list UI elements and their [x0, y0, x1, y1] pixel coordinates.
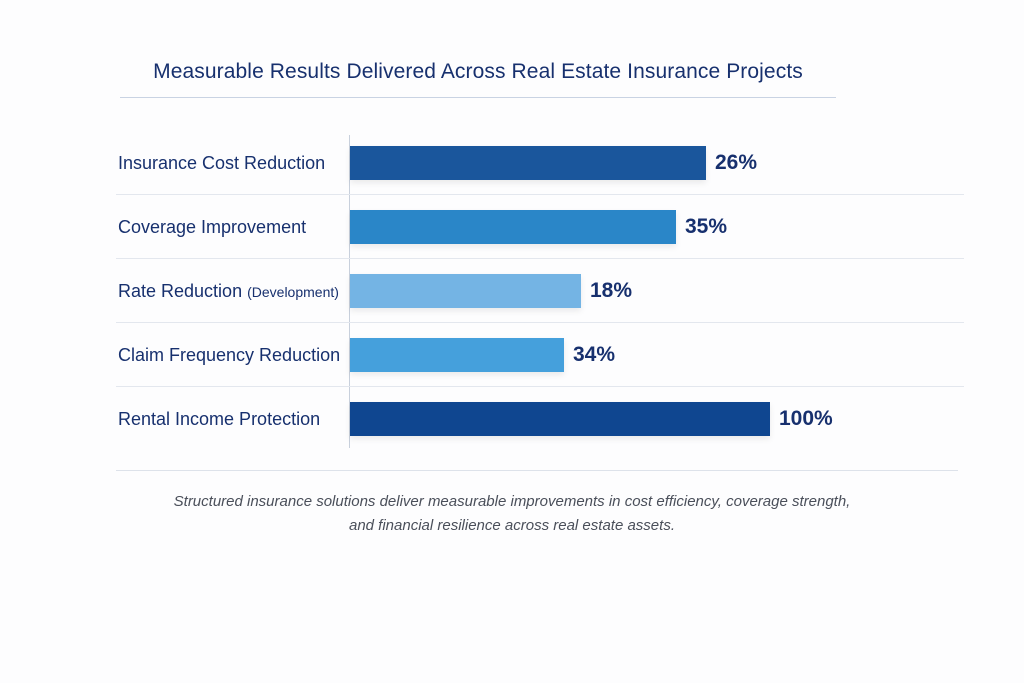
title-underline — [120, 97, 836, 98]
category-label: Rental Income Protection — [118, 402, 320, 436]
chart-title: Measurable Results Delivered Across Real… — [153, 60, 803, 83]
row-separator — [116, 322, 964, 323]
category-label: Coverage Improvement — [118, 210, 306, 244]
bar — [350, 402, 770, 436]
category-text: Coverage Improvement — [118, 217, 307, 237]
footnote-line: and financial resilience across real est… — [348, 517, 675, 534]
footer-divider — [116, 470, 958, 471]
value-label: 18% — [590, 279, 633, 302]
category-note: (Development) — [247, 284, 339, 300]
footnote: Structured insurance solutions deliver m… — [0, 490, 1024, 538]
row-separator — [116, 194, 964, 195]
value-label: 34% — [573, 343, 616, 366]
category-label: Rate Reduction (Development) — [118, 274, 339, 309]
bar — [350, 274, 581, 308]
bar — [350, 210, 676, 244]
row-separator — [116, 258, 964, 259]
y-axis-line — [349, 135, 350, 448]
row-separator — [116, 386, 964, 387]
value-label: 100% — [779, 407, 833, 430]
category-text: Insurance Cost Reduction — [118, 153, 326, 173]
category-text: Claim Frequency Reduction — [118, 345, 341, 365]
category-label: Claim Frequency Reduction — [118, 338, 340, 372]
category-text: Rate Reduction — [118, 281, 243, 301]
value-label: 26% — [715, 151, 758, 174]
category-label: Insurance Cost Reduction — [118, 146, 325, 180]
category-text: Rental Income Protection — [118, 409, 321, 429]
footnote-line: Structured insurance solutions deliver m… — [173, 493, 851, 510]
value-label: 35% — [685, 215, 728, 238]
bar — [350, 146, 706, 180]
bar — [350, 338, 564, 372]
